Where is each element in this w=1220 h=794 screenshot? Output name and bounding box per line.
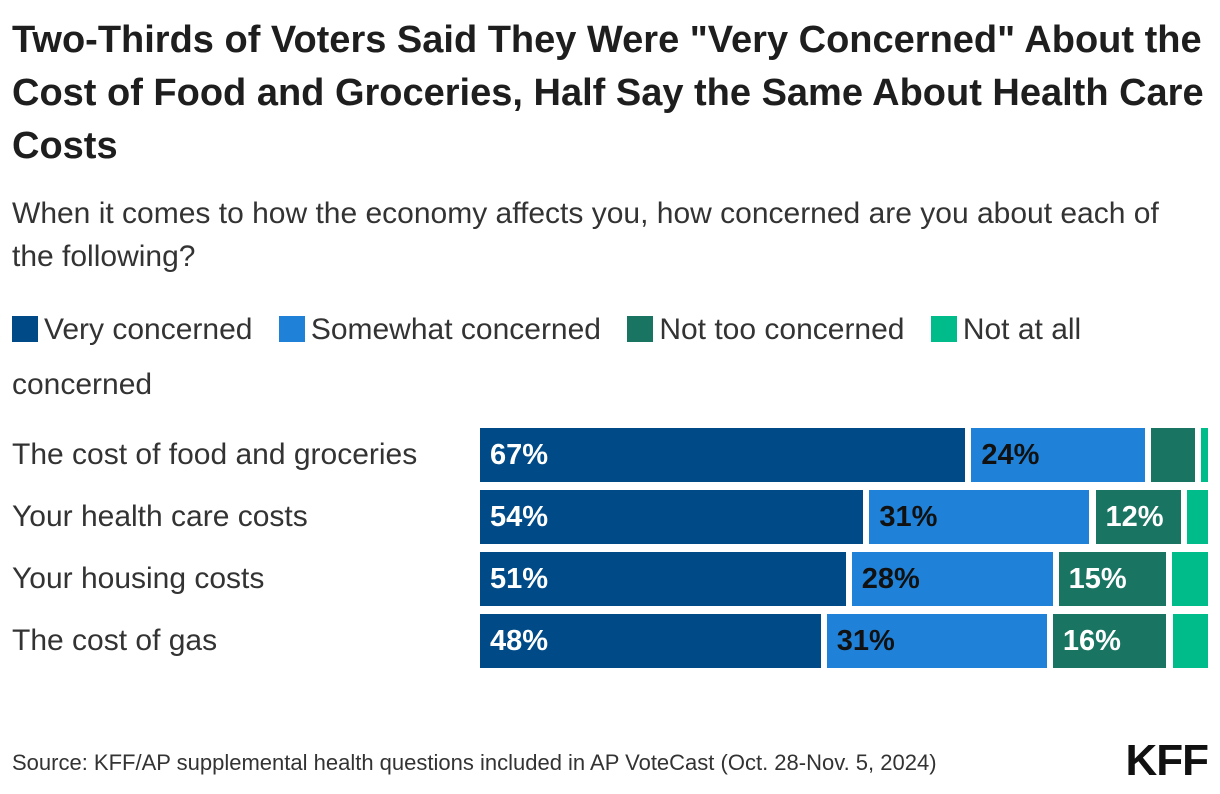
bar-segment-not-at-all-concerned [1172, 552, 1208, 606]
bar-segment-not-too-concerned [1058, 552, 1167, 606]
data-label-somewhat-concerned: 31% [879, 501, 938, 533]
chart-title: Two-Thirds of Voters Said They Were "Ver… [12, 19, 1204, 167]
legend: Very concerned Somewhat concerned Not to… [12, 302, 1202, 412]
data-label-not-too-concerned: 16% [1062, 625, 1121, 657]
stacked-bar-chart: The cost of food and groceries 67% 24% Your… [0, 420, 1220, 680]
data-label-very-concerned: 54% [490, 501, 549, 533]
bar-segment-very-concerned [480, 428, 966, 482]
data-label-not-too-concerned: 12% [1105, 501, 1164, 533]
category-label: The cost of food and groceries [12, 438, 418, 471]
bar-segment-not-too-concerned [1052, 614, 1167, 668]
bar-segment-very-concerned [480, 490, 864, 544]
legend-swatch-not-too-concerned [627, 316, 654, 342]
category-label: Your housing costs [12, 562, 265, 595]
data-label-somewhat-concerned: 31% [836, 625, 895, 657]
category-label: The cost of gas [12, 624, 218, 657]
bar-segment-not-too-concerned [1151, 428, 1195, 482]
data-label-not-too-concerned: 15% [1068, 563, 1127, 595]
legend-swatch-somewhat-concerned [278, 316, 305, 342]
legend-item-somewhat-concerned: Somewhat concerned [278, 313, 601, 346]
data-label-somewhat-concerned: 24% [981, 439, 1040, 471]
legend-item-not-too-concerned: Not too concerned [627, 313, 904, 346]
bar-segment-somewhat-concerned [971, 428, 1146, 482]
data-label-very-concerned: 51% [490, 563, 549, 595]
source-note: Source: KFF/AP supplemental health quest… [12, 750, 937, 775]
legend-item-very-concerned: Very concerned [12, 313, 252, 346]
bar-segment-not-at-all-concerned [1200, 428, 1208, 482]
kff-logo: KFF [1125, 736, 1209, 785]
bar-segment-somewhat-concerned [826, 614, 1047, 668]
bar-segment-somewhat-concerned [851, 552, 1053, 606]
bar-segment-very-concerned [480, 614, 821, 668]
legend-label-somewhat-concerned: Somewhat concerned [310, 313, 601, 346]
legend-label-not-too-concerned: Not too concerned [659, 313, 905, 346]
data-label-very-concerned: 48% [490, 625, 549, 657]
data-label-very-concerned: 67% [490, 439, 549, 471]
legend-item-not-at-all-concerned: Not at all concerned [12, 313, 1081, 401]
legend-label-not-at-all-concerned: Not at all concerned [12, 313, 1082, 401]
category-label: Your health care costs [12, 500, 308, 533]
bar-segment-somewhat-concerned [869, 490, 1090, 544]
bar-segment-not-too-concerned [1095, 490, 1181, 544]
bar-segment-not-at-all-concerned [1172, 614, 1208, 668]
bar-segment-not-at-all-concerned [1186, 490, 1208, 544]
data-label-somewhat-concerned: 28% [861, 563, 920, 595]
legend-swatch-not-at-all-concerned [930, 316, 957, 342]
bar-segment-very-concerned [480, 552, 846, 606]
legend-label-very-concerned: Very concerned [44, 313, 253, 346]
chart-subtitle: When it comes to how the economy affects… [12, 197, 1159, 273]
legend-swatch-very-concerned [12, 316, 38, 342]
